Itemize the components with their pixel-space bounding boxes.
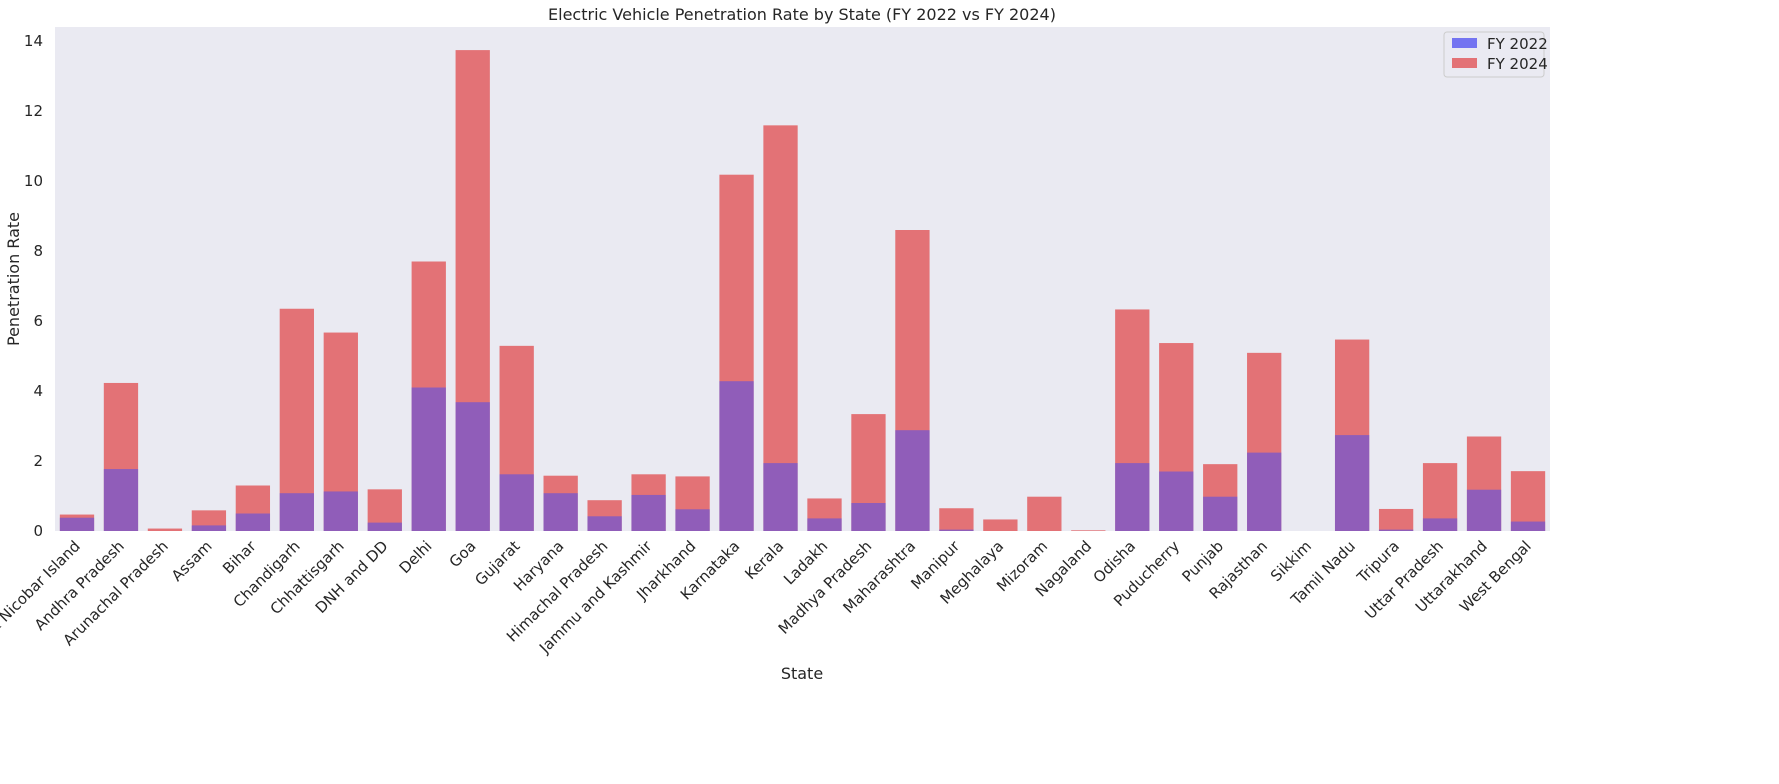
bar-fy-2022-gujarat xyxy=(499,474,534,531)
y-tick-label: 8 xyxy=(33,242,43,260)
y-tick-label: 10 xyxy=(24,172,43,190)
bar-fy-2022-punjab xyxy=(1203,496,1238,531)
bar-fy-2024-meghalaya xyxy=(983,519,1018,531)
bar-fy-2024-west-bengal xyxy=(1510,471,1546,531)
bar-fy-2022-uttar-pradesh xyxy=(1422,518,1458,531)
bar-fy-2022-haryana xyxy=(543,493,578,531)
bar-fy-2022-ladakh xyxy=(807,518,842,531)
legend-label-fy2024: FY 2024 xyxy=(1487,55,1548,73)
y-tick-label: 14 xyxy=(24,32,43,50)
bar-fy-2022-manipur xyxy=(939,529,974,531)
bar-fy-2022-jharkhand xyxy=(675,509,710,531)
bar-fy-2022-jammu-and-kashmir xyxy=(631,494,666,531)
x-tick-label-delhi: Delhi xyxy=(396,537,436,577)
bar-fy-2024-arunachal-pradesh xyxy=(147,528,183,531)
x-tick-label-bihar: Bihar xyxy=(219,537,260,578)
bar-fy-2024-nagaland xyxy=(1071,530,1106,531)
bar-fy-2022-west-bengal xyxy=(1510,521,1546,531)
bar-fy-2022-madhya-pradesh xyxy=(851,503,886,531)
bar-fy-2022-assam xyxy=(191,525,227,531)
bar-fy-2024-manipur xyxy=(939,508,974,531)
y-tick-label: 0 xyxy=(33,522,43,540)
legend-swatch-fy2022 xyxy=(1452,38,1477,48)
bars-group xyxy=(59,50,1546,531)
bar-fy-2022-tripura xyxy=(1378,529,1414,531)
bar-fy-2022-delhi xyxy=(411,387,446,531)
y-tick-label: 12 xyxy=(24,102,43,120)
y-tick-label: 2 xyxy=(33,452,43,470)
bar-fy-2022-maharashtra xyxy=(895,430,930,531)
legend: FY 2022 FY 2024 xyxy=(1443,31,1548,78)
bar-fy-2022-tamil-nadu xyxy=(1334,435,1370,531)
x-tick-label-goa: Goa xyxy=(446,537,480,571)
chart-title: Electric Vehicle Penetration Rate by Sta… xyxy=(548,5,1056,24)
y-tick-label: 4 xyxy=(33,382,43,400)
bar-fy-2024-tripura xyxy=(1378,508,1414,531)
bar-fy-2022-rajasthan xyxy=(1247,452,1282,531)
bar-fy-2022-andhra-pradesh xyxy=(103,469,139,531)
bar-fy-2022-goa xyxy=(455,402,490,531)
legend-swatch-fy2024 xyxy=(1452,58,1477,68)
y-axis-title: Penetration Rate xyxy=(4,212,23,346)
bar-fy-2024-mizoram xyxy=(1027,496,1062,531)
plot-area xyxy=(55,27,1550,531)
bar-fy-2022-dnh-and-dd xyxy=(367,522,402,531)
bar-fy-2022-himachal-pradesh xyxy=(587,516,622,531)
bar-fy-2022-chandigarh xyxy=(279,493,314,531)
bar-fy-2022-uttarakhand xyxy=(1466,489,1502,531)
bar-fy-2022-andaman-nicobar-island xyxy=(59,517,95,531)
bar-fy-2022-karnataka xyxy=(719,381,754,531)
x-axis-title: State xyxy=(781,664,823,683)
bar-fy-2022-puducherry xyxy=(1159,471,1194,531)
bar-fy-2022-kerala xyxy=(763,463,798,531)
y-axis: 0 2 4 6 8 10 12 14 xyxy=(24,32,43,540)
bar-fy-2022-odisha xyxy=(1115,463,1150,531)
y-tick-label: 6 xyxy=(33,312,43,330)
x-tick-label-assam: Assam xyxy=(168,537,216,585)
bar-fy-2022-bihar xyxy=(235,513,271,531)
bar-fy-2022-chhattisgarh xyxy=(323,491,358,531)
legend-label-fy2022: FY 2022 xyxy=(1487,35,1548,53)
